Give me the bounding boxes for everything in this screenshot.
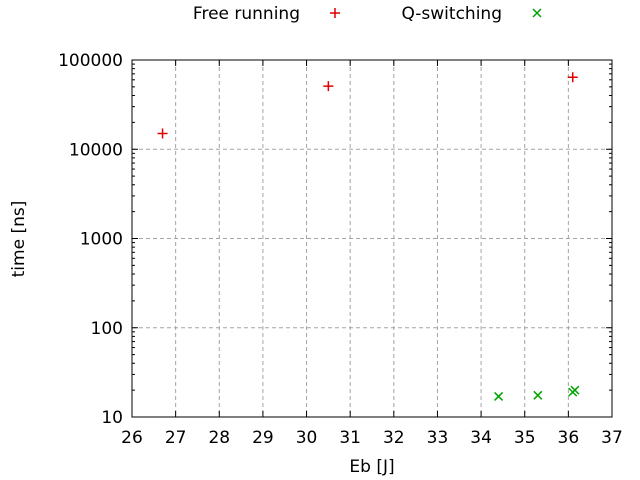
legend-marker-plus	[330, 8, 340, 18]
x-tick-label: 26	[121, 428, 143, 448]
y-axis-label: time [ns]	[9, 201, 29, 278]
x-tick-label: 37	[601, 428, 623, 448]
x-axis-label: Eb [J]	[349, 457, 394, 477]
data-point-plus	[157, 128, 168, 139]
legend-marker-cross	[532, 8, 542, 18]
data-point-plus	[567, 72, 578, 83]
x-tick-label: 27	[165, 428, 187, 448]
legend-label: Q-switching	[401, 4, 502, 24]
x-tick-label: 33	[427, 428, 449, 448]
data-point-plus	[323, 81, 334, 92]
x-tick-label: 28	[208, 428, 230, 448]
x-tick-label: 36	[558, 428, 580, 448]
x-tick-label: 35	[514, 428, 536, 448]
legend-label: Free running	[193, 4, 300, 24]
x-tick-label: 29	[252, 428, 274, 448]
x-tick-label: 34	[470, 428, 492, 448]
data-point-cross	[533, 390, 543, 400]
data-point-cross	[494, 391, 504, 401]
x-tick-label: 30	[296, 428, 318, 448]
y-tick-label: 10000	[69, 140, 123, 160]
data-point-cross	[570, 385, 580, 395]
y-tick-label: 100000	[58, 51, 123, 71]
y-tick-label: 1000	[80, 230, 123, 250]
y-tick-label: 100	[91, 319, 123, 339]
y-tick-label: 10	[101, 408, 123, 428]
x-tick-label: 32	[383, 428, 405, 448]
x-tick-label: 31	[339, 428, 361, 448]
